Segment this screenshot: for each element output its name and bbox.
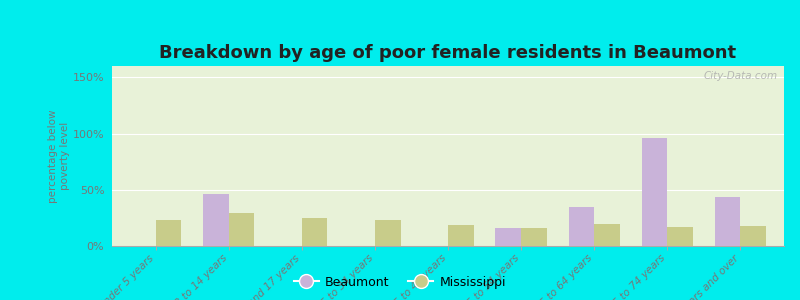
Bar — [569, 207, 594, 246]
Bar — [495, 228, 521, 246]
Bar — [229, 213, 254, 246]
Bar — [714, 196, 740, 246]
Bar — [156, 220, 182, 246]
Bar — [667, 227, 693, 246]
Bar — [203, 194, 229, 246]
Title: Breakdown by age of poor female residents in Beaumont: Breakdown by age of poor female resident… — [159, 44, 737, 62]
Bar — [521, 228, 546, 246]
Bar — [375, 220, 401, 246]
Bar — [740, 226, 766, 246]
Text: City-Data.com: City-Data.com — [703, 71, 778, 81]
Y-axis label: percentage below
poverty level: percentage below poverty level — [48, 109, 70, 203]
Bar — [642, 138, 667, 246]
Bar — [302, 218, 327, 246]
Bar — [448, 225, 474, 246]
Legend: Beaumont, Mississippi: Beaumont, Mississippi — [289, 271, 511, 294]
Bar — [594, 224, 620, 246]
